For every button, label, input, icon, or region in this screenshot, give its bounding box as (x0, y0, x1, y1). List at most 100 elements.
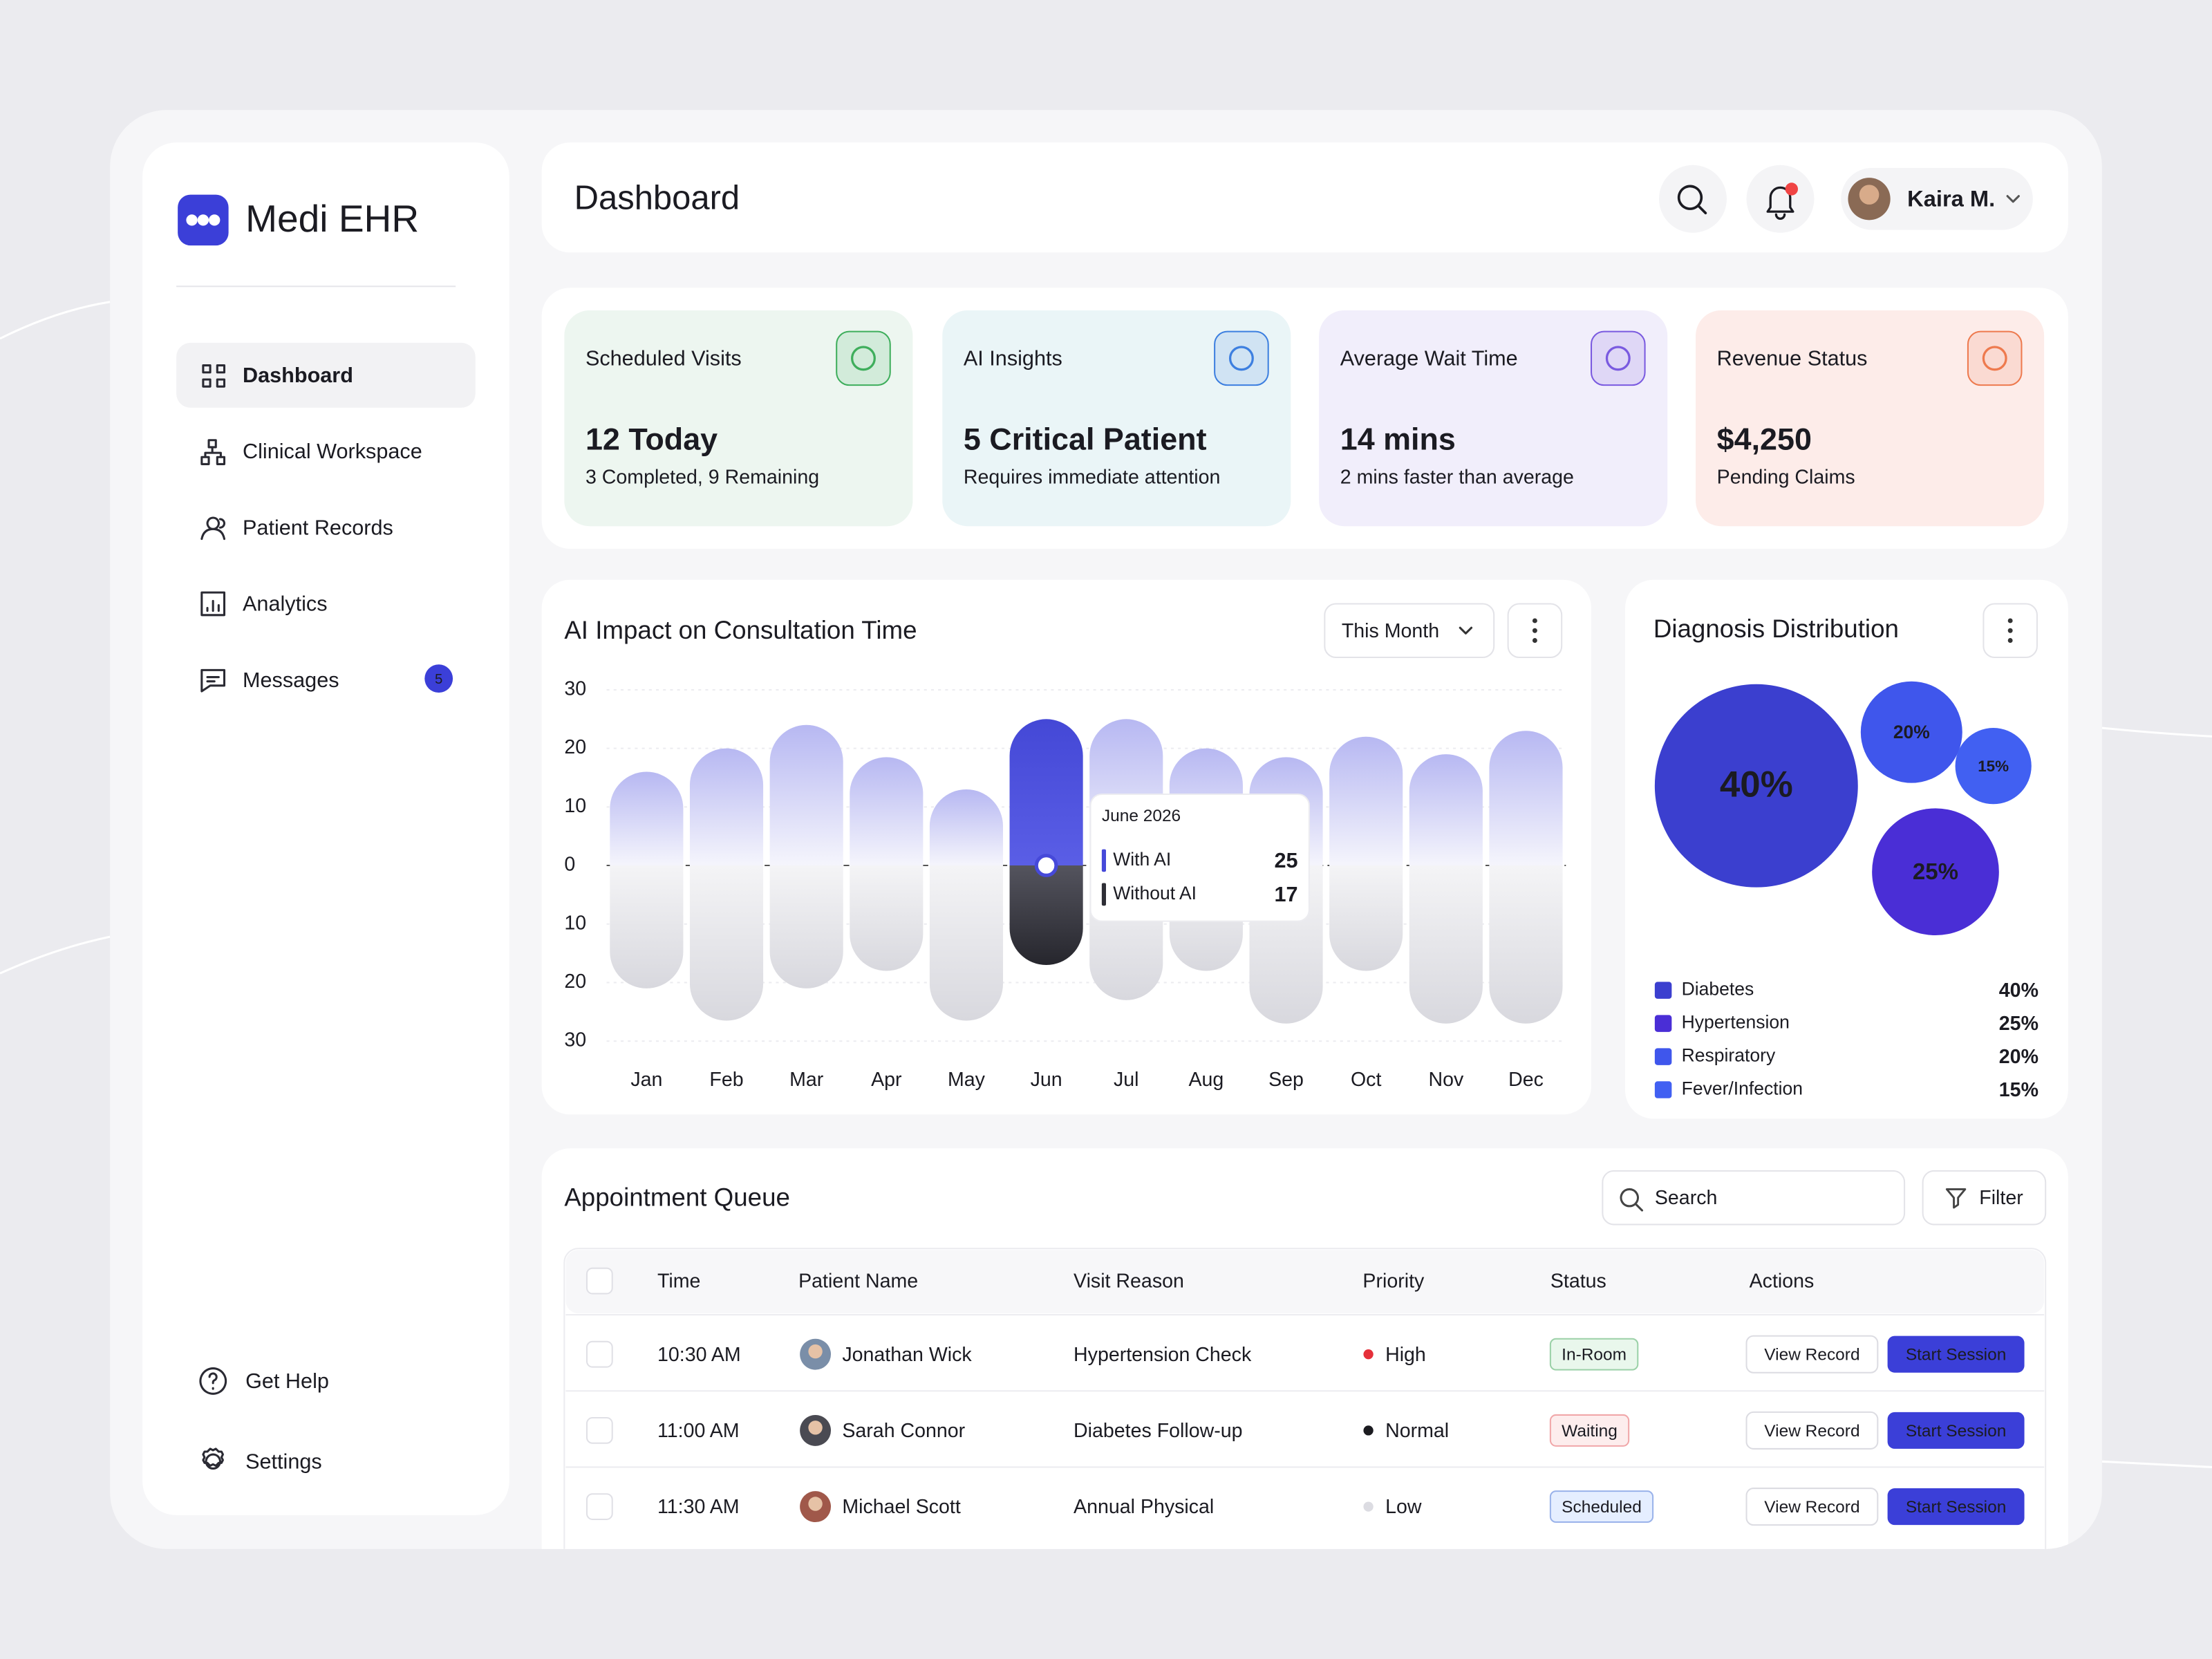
nav-item[interactable]: Patient Records (200, 516, 393, 541)
sidebar-footer-item[interactable]: Get Help (199, 1367, 329, 1395)
x-tick-label: May (948, 1069, 986, 1091)
priority-dot (1363, 1425, 1374, 1436)
nav-icon (200, 591, 226, 617)
x-tick-label: Feb (709, 1069, 743, 1091)
kpi-icon-bg (1967, 331, 2022, 386)
start-session-label[interactable]: Start Session (1906, 1422, 2007, 1441)
patient-avatar-face (808, 1497, 823, 1511)
kpi-value: 12 Today (585, 422, 718, 457)
priority-dot (1363, 1501, 1374, 1512)
view-record-button[interactable] (1745, 1488, 1879, 1526)
view-record-label[interactable]: View Record (1764, 1346, 1859, 1365)
table-row: 10:30 AM Jonathan Wick Hypertension Check H… (565, 1314, 2045, 1374)
kpi-card: Revenue Status $4,250 Pending Claims (1696, 310, 2045, 527)
bar-chart: AI Impact on Consultation Time This Month… (541, 579, 1592, 1115)
user-menu[interactable] (1841, 167, 2033, 230)
section-title: Appointment Queue (564, 1183, 790, 1211)
checkbox[interactable] (585, 1340, 613, 1368)
nav-label[interactable]: Dashboard (243, 364, 353, 387)
app: Medi EHR Dashboard Clinical Workspace Patie… (142, 142, 2068, 1549)
bubble-label: 25% (1913, 859, 1958, 885)
y-tick-label: 20 (564, 971, 586, 993)
start-session-label[interactable]: Start Session (1906, 1498, 2007, 1517)
start-session-button[interactable] (1887, 1412, 2025, 1449)
brand-name: Medi EHR (245, 197, 419, 240)
tooltip-series: With AI (1113, 849, 1171, 870)
more-dot (2007, 618, 2013, 624)
nav-item[interactable]: Dashboard (176, 342, 476, 408)
status-label: Scheduled (1562, 1498, 1642, 1517)
nav-label[interactable]: Analytics (243, 592, 327, 616)
x-tick-label: Mar (789, 1069, 824, 1091)
sidebar-footer-item[interactable]: Settings (202, 1447, 322, 1474)
status-label: In-Room (1562, 1346, 1627, 1365)
hover-marker (1034, 854, 1058, 877)
x-tick-label: Sep (1268, 1069, 1304, 1091)
period-dropdown[interactable] (1324, 603, 1495, 659)
kpi-title: Scheduled Visits (585, 347, 742, 371)
checkbox[interactable] (585, 1267, 613, 1295)
kpi-section: Scheduled Visits 12 Today 3 Completed, 9 R… (541, 288, 2068, 549)
tooltip-box (1089, 793, 1310, 922)
legend-value: 15% (1999, 1079, 2038, 1101)
legend-swatch (1654, 1015, 1672, 1032)
start-session-label[interactable]: Start Session (1906, 1346, 2007, 1365)
nav-label[interactable]: Patient Records (243, 516, 393, 539)
search-placeholder[interactable]: Search (1655, 1187, 1718, 1209)
footer-icon (202, 1447, 224, 1470)
user-name[interactable]: Kaira M. (1907, 185, 1995, 211)
search-input[interactable] (1602, 1170, 1906, 1226)
kpi-icon (1982, 346, 2007, 371)
kpi-card: Scheduled Visits 12 Today 3 Completed, 9 R… (564, 310, 913, 527)
search-button[interactable] (1659, 165, 1727, 233)
x-tick-label: Jan (630, 1069, 662, 1091)
legend-label: Hypertension (1682, 1012, 1790, 1033)
view-record-label[interactable]: View Record (1764, 1422, 1859, 1441)
kpi-title: Average Wait Time (1340, 347, 1518, 371)
tooltip-swatch (1101, 849, 1106, 872)
logo-dot (197, 214, 209, 226)
nav-item[interactable]: Messages 5 (200, 664, 453, 693)
cell-time: 11:30 AM (657, 1496, 740, 1518)
search-icon (1620, 1188, 1644, 1212)
footer-label[interactable]: Get Help (245, 1369, 329, 1393)
bubble-chart: Diagnosis Distribution 40% Diabetes 40% 25% H… (1625, 579, 2068, 1119)
nav-item[interactable]: Clinical Workspace (200, 439, 422, 465)
kpi-note: Pending Claims (1717, 466, 1855, 488)
patient-avatar-face (808, 1421, 823, 1435)
filter-label[interactable]: Filter (1979, 1187, 2023, 1209)
column-header: Visit Reason (1074, 1271, 1184, 1293)
view-record-label[interactable]: View Record (1764, 1498, 1859, 1517)
nav-item[interactable]: Analytics (200, 591, 328, 617)
filter-button[interactable] (1922, 1170, 2047, 1226)
period-label[interactable]: This Month (1342, 620, 1439, 642)
cell-priority: High (1385, 1344, 1426, 1366)
bubble (1860, 681, 1962, 783)
kpi-note: 3 Completed, 9 Remaining (585, 466, 819, 488)
checkbox[interactable] (585, 1493, 613, 1520)
bar (1489, 865, 1563, 1024)
nav-label[interactable]: Messages (243, 668, 339, 692)
bar (850, 757, 924, 866)
bar (1409, 754, 1483, 866)
nav-label[interactable]: Clinical Workspace (243, 440, 422, 463)
bubble-label: 40% (1720, 765, 1793, 805)
logo-dot (209, 214, 221, 226)
checkbox[interactable] (585, 1417, 613, 1444)
x-tick-label: Jul (1114, 1069, 1139, 1091)
footer-label[interactable]: Settings (245, 1450, 322, 1473)
notification-button[interactable] (1746, 165, 1815, 233)
view-record-button[interactable] (1745, 1411, 1879, 1450)
table-row: 11:00 AM Sarah Connor Diabetes Follow-up No… (565, 1390, 2045, 1450)
start-session-button[interactable] (1887, 1488, 2025, 1526)
more-dot (1532, 618, 1537, 624)
filter-icon (1945, 1188, 1967, 1209)
cell-time: 10:30 AM (657, 1344, 741, 1366)
kpi-icon-bg (836, 331, 890, 386)
priority-dot (1363, 1349, 1374, 1360)
view-record-button[interactable] (1745, 1335, 1879, 1374)
bar (929, 789, 1004, 866)
start-session-button[interactable] (1887, 1335, 2025, 1373)
